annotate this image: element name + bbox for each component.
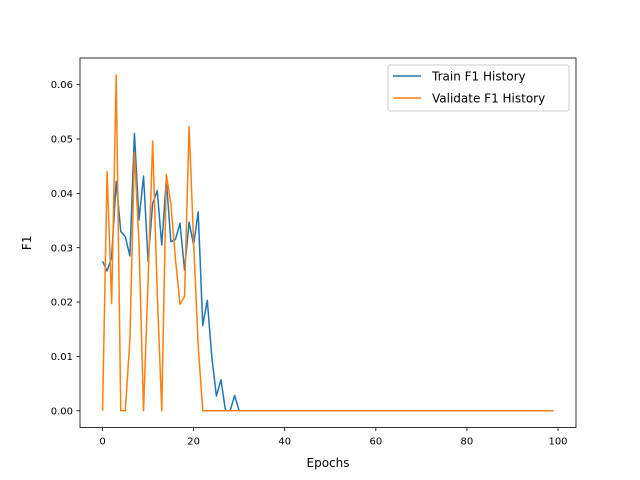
x-axis-ticks: 0 20 40 60 80 100 (99, 427, 568, 448)
series-line-1 (101, 74, 554, 412)
x-tick-label: 40 (278, 437, 291, 448)
x-tick-label: 20 (187, 437, 200, 448)
y-tick-label: 0.00 (51, 406, 73, 417)
legend-label-validate: Validate F1 History (432, 92, 545, 106)
x-tick-label: 60 (369, 437, 382, 448)
x-tick-label: 0 (99, 437, 105, 448)
x-axis-label: Epochs (307, 456, 350, 470)
plot-frame (79, 57, 577, 429)
y-tick-label: 0.06 (51, 80, 73, 91)
y-tick-label: 0.05 (51, 135, 73, 146)
y-axis-label: F1 (20, 236, 34, 251)
x-tick-label: 100 (548, 437, 567, 448)
legend-label-train: Train F1 History (431, 70, 526, 84)
x-tick-label: 80 (461, 437, 474, 448)
y-tick-label: 0.03 (51, 243, 73, 254)
y-tick-label: 0.04 (51, 189, 73, 200)
legend-frame (387, 64, 570, 112)
legend: Train F1 History Validate F1 History (387, 64, 570, 112)
y-tick-label: 0.02 (51, 298, 73, 309)
y-axis-ticks: 0.00 0.01 0.02 0.03 0.04 0.05 0.06 (51, 80, 80, 417)
y-tick-label: 0.01 (51, 352, 73, 363)
series-layer (101, 74, 554, 412)
